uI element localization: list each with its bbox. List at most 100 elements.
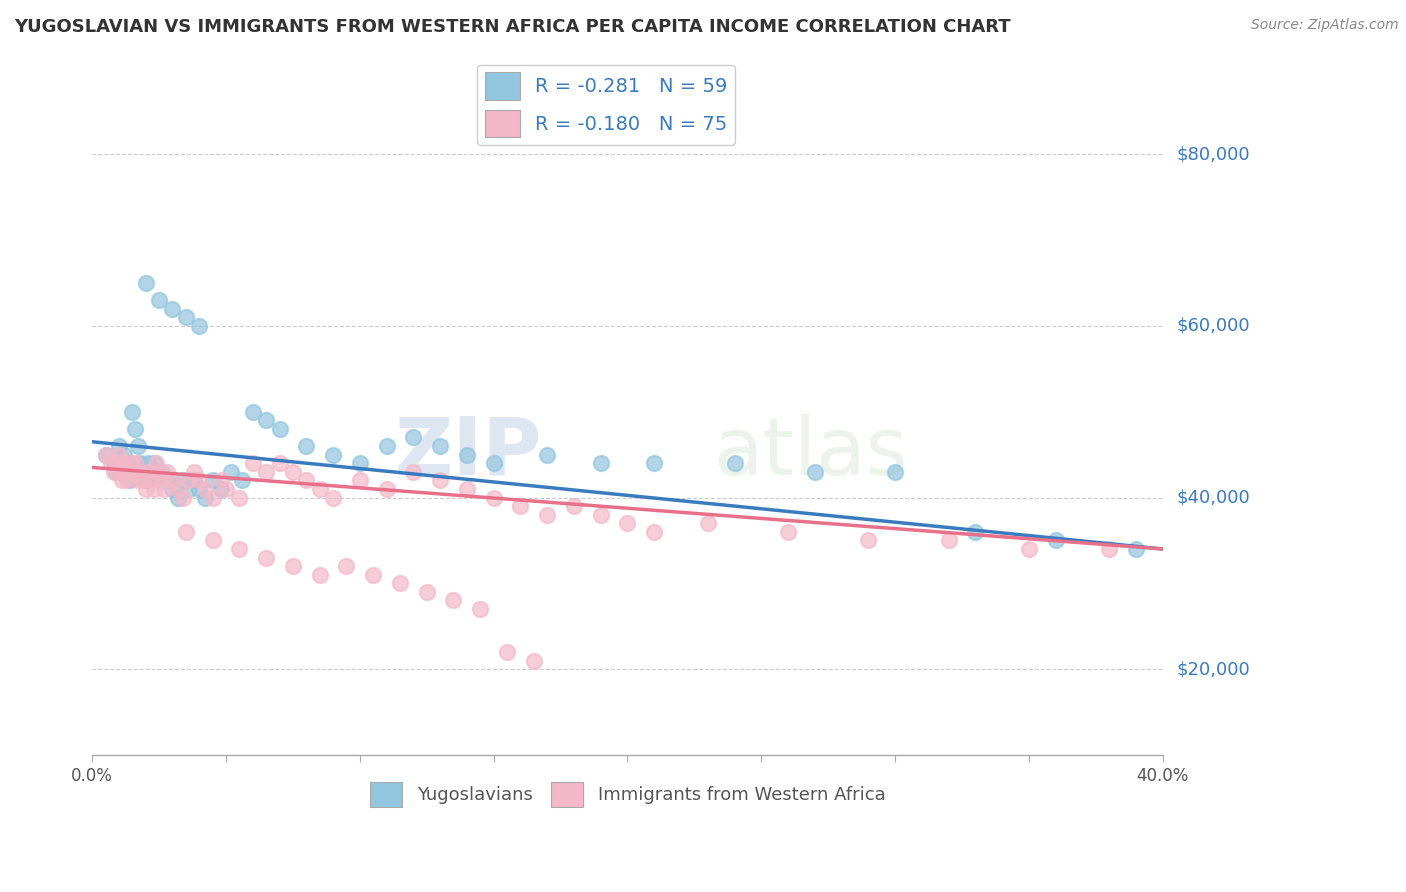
Legend: Yugoslavians, Immigrants from Western Africa: Yugoslavians, Immigrants from Western Af…	[363, 774, 893, 814]
Point	[94, 448, 117, 462]
Point	[166, 491, 188, 505]
Point	[1018, 541, 1040, 556]
Point	[201, 474, 224, 488]
Point	[115, 474, 138, 488]
Point	[156, 465, 179, 479]
Point	[110, 474, 132, 488]
Point	[482, 456, 505, 470]
Text: $20,000: $20,000	[1177, 660, 1250, 678]
Point	[496, 645, 519, 659]
Point	[162, 482, 184, 496]
Point	[129, 456, 152, 470]
Point	[215, 482, 238, 496]
Point	[174, 310, 197, 325]
Point	[118, 474, 141, 488]
Point	[103, 465, 125, 479]
Point	[242, 405, 264, 419]
Text: Source: ZipAtlas.com: Source: ZipAtlas.com	[1251, 18, 1399, 32]
Point	[112, 465, 135, 479]
Point	[108, 465, 131, 479]
Point	[938, 533, 960, 548]
Point	[375, 482, 398, 496]
Point	[416, 585, 439, 599]
Point	[228, 541, 250, 556]
Point	[112, 465, 135, 479]
Point	[103, 456, 125, 470]
Point	[188, 482, 211, 496]
Point	[201, 491, 224, 505]
Text: atlas: atlas	[713, 414, 907, 491]
Point	[177, 474, 200, 488]
Point	[153, 482, 176, 496]
Point	[965, 524, 987, 539]
Point	[172, 474, 194, 488]
Point	[121, 405, 143, 419]
Point	[242, 456, 264, 470]
Point	[121, 465, 143, 479]
Point	[643, 524, 665, 539]
Point	[443, 593, 465, 607]
Point	[127, 474, 149, 488]
Point	[349, 456, 371, 470]
Point	[509, 499, 531, 513]
Point	[118, 456, 141, 470]
Point	[108, 456, 131, 470]
Point	[402, 430, 425, 444]
Point	[643, 456, 665, 470]
Point	[108, 448, 131, 462]
Point	[135, 276, 157, 290]
Text: $60,000: $60,000	[1177, 317, 1250, 334]
Point	[162, 301, 184, 316]
Point	[139, 474, 162, 488]
Point	[124, 456, 146, 470]
Point	[135, 474, 157, 488]
Point	[150, 465, 173, 479]
Point	[132, 465, 155, 479]
Point	[209, 482, 232, 496]
Point	[388, 576, 411, 591]
Point	[322, 491, 344, 505]
Point	[194, 491, 217, 505]
Point	[112, 456, 135, 470]
Point	[456, 482, 478, 496]
Point	[349, 474, 371, 488]
Point	[589, 456, 612, 470]
Point	[105, 465, 128, 479]
Text: ZIP: ZIP	[395, 414, 541, 491]
Point	[115, 456, 138, 470]
Point	[150, 474, 173, 488]
Point	[375, 439, 398, 453]
Point	[145, 465, 167, 479]
Point	[148, 465, 170, 479]
Point	[1045, 533, 1067, 548]
Point	[295, 474, 318, 488]
Point	[776, 524, 799, 539]
Point	[723, 456, 745, 470]
Point	[108, 439, 131, 453]
Point	[145, 456, 167, 470]
Point	[523, 654, 546, 668]
Text: YUGOSLAVIAN VS IMMIGRANTS FROM WESTERN AFRICA PER CAPITA INCOME CORRELATION CHAR: YUGOSLAVIAN VS IMMIGRANTS FROM WESTERN A…	[14, 18, 1011, 36]
Point	[482, 491, 505, 505]
Point	[335, 559, 357, 574]
Point	[177, 482, 200, 496]
Point	[188, 474, 211, 488]
Point	[429, 439, 451, 453]
Point	[536, 448, 558, 462]
Point	[470, 602, 492, 616]
Point	[295, 439, 318, 453]
Point	[221, 465, 243, 479]
Point	[254, 550, 277, 565]
Point	[138, 465, 160, 479]
Point	[135, 482, 157, 496]
Point	[308, 482, 330, 496]
Point	[1098, 541, 1121, 556]
Point	[174, 524, 197, 539]
Point	[138, 456, 160, 470]
Point	[884, 465, 907, 479]
Point	[194, 482, 217, 496]
Point	[148, 293, 170, 308]
Text: $40,000: $40,000	[1177, 489, 1250, 507]
Point	[94, 448, 117, 462]
Point	[188, 318, 211, 333]
